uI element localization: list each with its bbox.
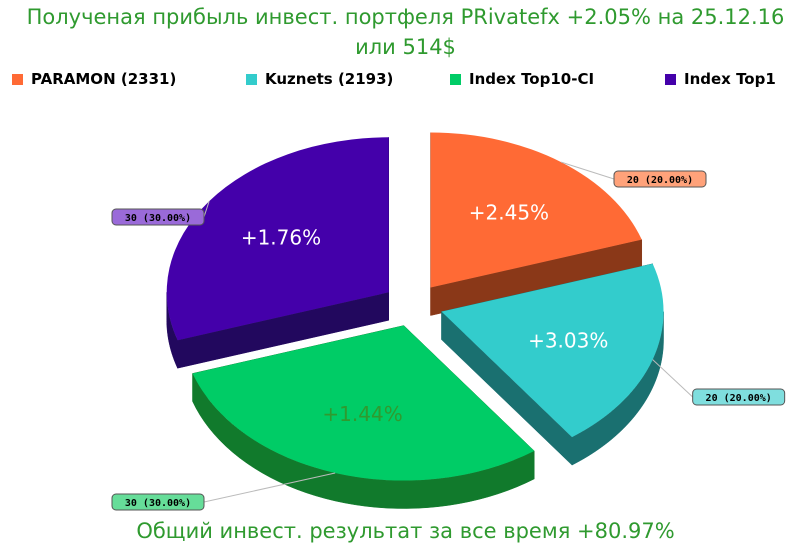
callout-box-kuznets <box>692 388 786 406</box>
pie-slice-index-top10 <box>192 325 535 481</box>
legend-label-paramon: PARAMON (2331) <box>31 70 177 88</box>
legend-item-index-top10: Index Top10-CI <box>450 70 594 88</box>
legend-item-kuznets: Kuznets (2193) <box>246 70 393 88</box>
callout-line-index-top10 <box>203 472 336 503</box>
chart-title-line-1: Полученая прибыль инвест. портфеля PRiva… <box>26 5 785 29</box>
callout-line-index-top1 <box>203 201 210 218</box>
chart-title: Полученая прибыль инвест. портфеля PRiva… <box>0 2 811 62</box>
legend-swatch-index-top1 <box>665 73 676 85</box>
callout-label-kuznets: 20 (20.00%) <box>706 393 772 404</box>
pie-slice-index-top1 <box>166 137 389 341</box>
callout-box-index-top1 <box>111 208 205 226</box>
callout-label-index-top1: 30 (30.00%) <box>125 213 191 224</box>
chart-title-line-2: или 514$ <box>355 35 456 59</box>
callout-line-paramon <box>560 161 615 180</box>
legend-swatch-index-top10 <box>450 73 461 85</box>
legend-label-kuznets: Kuznets (2193) <box>265 70 394 88</box>
chart-footer: Общий инвест. результат за все время +80… <box>136 519 675 543</box>
pie-slice-paramon <box>430 132 642 288</box>
callout-label-paramon: 20 (20.00%) <box>627 175 693 186</box>
chart-legend: PARAMON (2331) Kuznets (2193) Index Top1… <box>0 70 811 96</box>
pie-tops: +2.45% 20 (20.00%) +3.03% 20 (20.00%) +1.44%… <box>111 132 786 511</box>
callout-box-paramon <box>613 170 707 188</box>
callout-line-kuznets <box>652 359 694 398</box>
slice-label-paramon: +2.45% <box>469 200 549 224</box>
slice-label-kuznets: +3.03% <box>528 328 608 352</box>
legend-swatch-paramon <box>12 73 23 85</box>
legend-item-index-top1: Index Top1 <box>665 70 776 88</box>
callout-box-index-top10 <box>111 493 205 511</box>
legend-item-paramon: PARAMON (2331) <box>12 70 176 88</box>
slice-label-index-top10: +1.44% <box>322 402 402 426</box>
pie-slice-kuznets <box>441 263 664 438</box>
legend-swatch-kuznets <box>246 73 257 85</box>
callout-label-index-top10: 30 (30.00%) <box>125 498 191 509</box>
legend-label-index-top1: Index Top1 <box>684 70 776 88</box>
legend-label-index-top10: Index Top10-CI <box>469 70 595 88</box>
slice-label-index-top1: +1.76% <box>241 226 321 250</box>
